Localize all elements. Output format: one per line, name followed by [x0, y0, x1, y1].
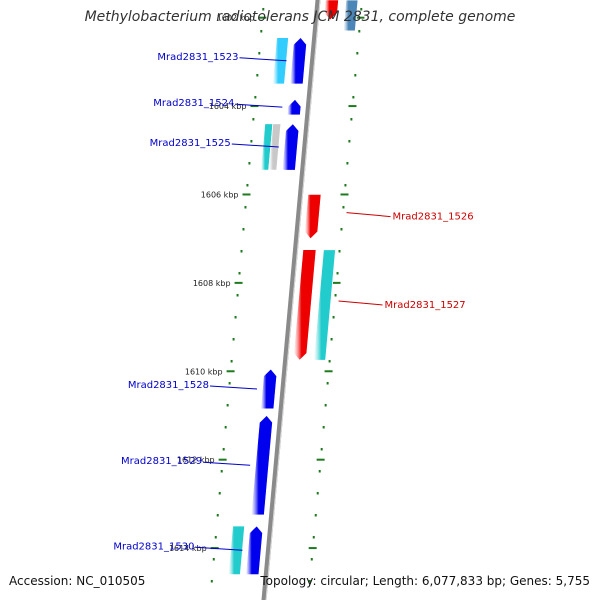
gene-Mrad2831_1523 [289, 37, 307, 85]
genome-summary: Topology: circular; Length: 6,077,833 bp… [260, 574, 590, 588]
gene-Mrad2831_1530 [245, 525, 263, 575]
gene-label-leader [239, 57, 287, 62]
backbone-highlight [265, 0, 321, 600]
gene-label: Mrad2831_1526 [393, 212, 474, 223]
accession-label: Accession: NC_010505 [9, 574, 146, 588]
gene-label-leader [209, 385, 258, 390]
upper-steel-feature-feature [342, 0, 359, 32]
tick-label: 1606 kbp [201, 190, 239, 199]
genome-backbone [261, 0, 321, 600]
gene-label: Mrad2831_1527 [385, 300, 466, 311]
feature-1527-feature [313, 249, 336, 361]
gene-label: Mrad2831_1525 [150, 138, 231, 149]
tick-label: 1604 kbp [209, 102, 247, 111]
gene-label-leader [235, 103, 283, 108]
gene-Mrad2831_1527 [293, 249, 317, 361]
tick-label: 1614 kbp [169, 544, 207, 553]
gene-label-leader [231, 143, 279, 148]
tick-label: 1608 kbp [193, 279, 231, 288]
gene-label: Mrad2831_1524 [153, 98, 234, 109]
gene-label-leader [338, 300, 383, 306]
gene-label-leader [346, 212, 391, 218]
map-title: Methylobacterium radiotolerans JCM 2831,… [84, 9, 516, 25]
tick-label: 1612 kbp [177, 456, 215, 465]
gene-Mrad2831_1528 [260, 368, 277, 410]
gene-Mrad2831_1525 [281, 123, 300, 171]
gene-label: Mrad2831_1529 [121, 456, 202, 467]
gene-label-leader [203, 461, 251, 466]
gene-Mrad2831_1524 [286, 99, 302, 116]
tick-label: 1602 kbp [217, 14, 255, 23]
tick-label: 1610 kbp [185, 367, 223, 376]
gene-Mrad2831_1526 [304, 194, 322, 240]
gene-upper-reverse-gene [324, 0, 339, 21]
gene-label: Mrad2831_1523 [157, 52, 238, 63]
gene-Mrad2831_1529 [250, 415, 273, 516]
gene-label: Mrad2831_1528 [128, 380, 209, 391]
gene-label: Mrad2831_1530 [113, 541, 194, 552]
gene-label-leader [195, 546, 243, 551]
